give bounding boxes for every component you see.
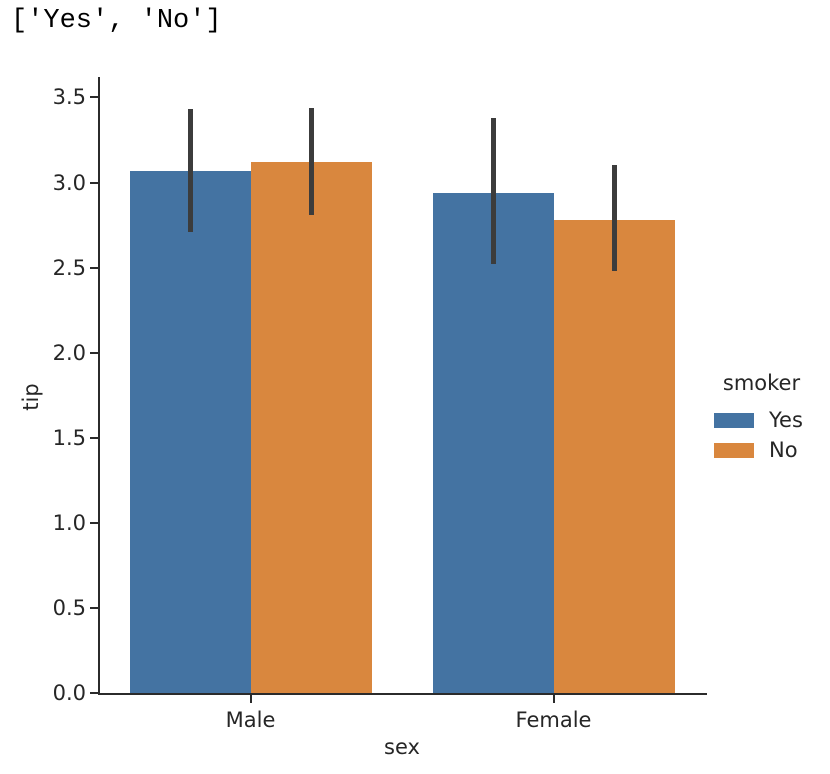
x-tick-label-male: Male	[225, 708, 276, 732]
error-bar-female-yes	[490, 117, 496, 265]
y-tick-label: 0.0	[52, 681, 86, 705]
y-tick-label: 3.0	[52, 170, 86, 195]
y-tick-mark	[90, 266, 99, 269]
error-bar-male-no	[308, 107, 314, 215]
error-bar-female-no	[611, 165, 617, 271]
y-tick-mark	[90, 521, 99, 524]
legend-entry-no: No	[693, 435, 830, 465]
y-tick-mark	[90, 692, 99, 694]
y-tick-label: 2.0	[52, 340, 86, 365]
y-tick-mark	[90, 351, 99, 354]
x-axis-spine	[98, 693, 707, 695]
y-tick-mark	[90, 436, 99, 439]
y-tick-label: 1.0	[52, 510, 86, 535]
x-tick-label-female: Female	[515, 708, 592, 732]
y-axis-spine	[98, 77, 100, 695]
y-tick-label: 3.5	[52, 85, 86, 110]
y-tick-mark	[90, 606, 99, 609]
y-axis-title: tip	[19, 383, 43, 411]
legend-label-no: No	[769, 437, 798, 462]
x-tick-mark	[249, 695, 252, 703]
legend-swatch-yes-icon	[714, 412, 754, 428]
y-tick-mark	[90, 181, 99, 184]
stdout-output-text: ['Yes', 'No']	[11, 6, 222, 36]
bar-female-no	[553, 219, 675, 694]
legend-swatch-no-icon	[714, 442, 754, 458]
x-axis-title: sex	[384, 735, 420, 759]
y-tick-label: 0.5	[52, 595, 86, 620]
legend: smoker Yes No	[693, 371, 830, 465]
legend-title: smoker	[722, 371, 801, 395]
legend-label-yes: Yes	[769, 407, 803, 432]
bar-female-yes	[432, 192, 554, 694]
y-tick-mark	[90, 96, 99, 99]
legend-entry-yes: Yes	[693, 405, 830, 435]
y-tick-label: 2.5	[52, 255, 86, 280]
error-bar-male-yes	[187, 109, 193, 232]
y-tick-label: 1.5	[52, 425, 86, 450]
bar-male-yes	[129, 170, 251, 694]
x-tick-mark	[552, 695, 555, 703]
bar-male-no	[250, 162, 372, 694]
